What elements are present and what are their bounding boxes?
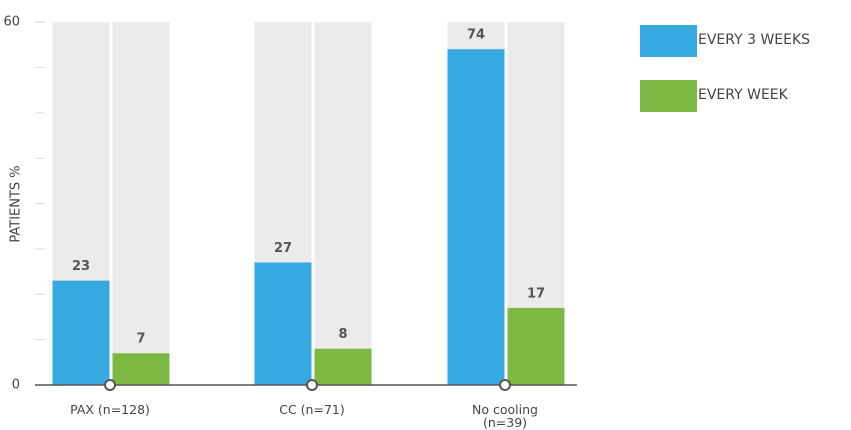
- bar: [507, 307, 565, 385]
- x-tick-label: No cooling (n=39): [472, 402, 538, 430]
- bar: [52, 280, 110, 385]
- y-tick-label: 0: [12, 378, 20, 393]
- legend-label: EVERY WEEK: [698, 87, 788, 103]
- legend-swatch: [640, 80, 697, 112]
- bar: [112, 353, 170, 385]
- value-label: 7: [136, 332, 145, 347]
- legend-label: EVERY 3 WEEKS: [698, 32, 811, 48]
- y-axis-label: PATIENTS %: [9, 165, 24, 242]
- bar-background: [314, 22, 372, 385]
- category-marker: [104, 379, 116, 391]
- value-label: 23: [72, 259, 90, 274]
- x-tick-label: PAX (n=128): [70, 402, 150, 417]
- x-tick-label: CC (n=71): [279, 402, 345, 417]
- bar-background: [112, 22, 170, 385]
- value-label: 8: [338, 327, 347, 342]
- bar: [314, 348, 372, 385]
- bar: [447, 49, 505, 385]
- value-label: 74: [467, 28, 485, 43]
- bar: [254, 262, 312, 385]
- value-label: 17: [527, 286, 545, 301]
- value-label: 27: [274, 241, 292, 256]
- category-marker: [306, 379, 318, 391]
- y-tick-label: 60: [3, 15, 20, 30]
- legend-swatch: [640, 25, 697, 57]
- category-marker: [499, 379, 511, 391]
